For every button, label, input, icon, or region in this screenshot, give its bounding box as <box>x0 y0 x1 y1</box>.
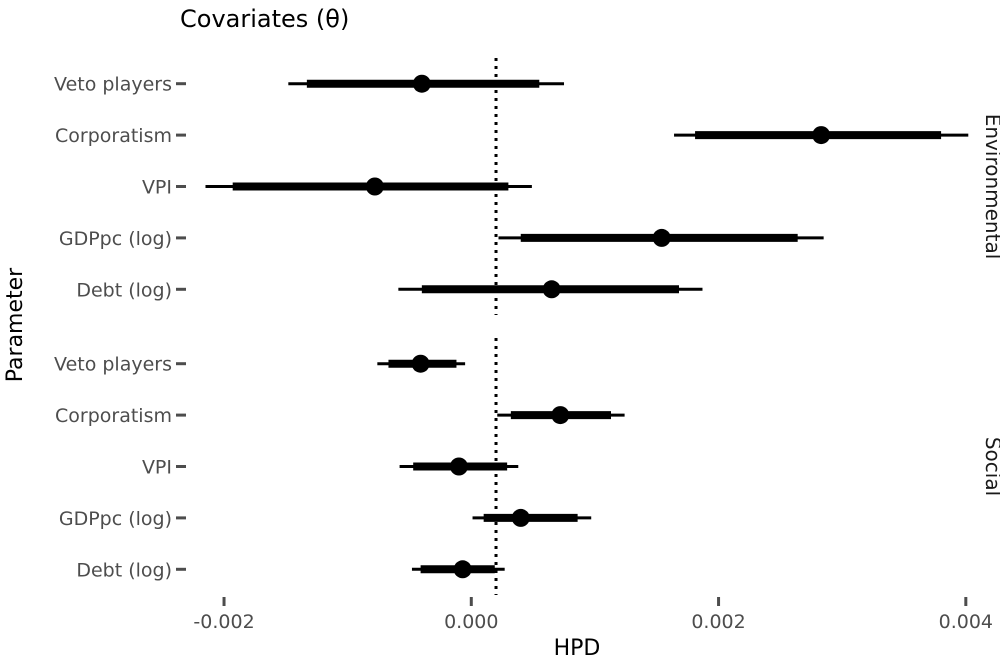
row-1-1: Corporatism <box>55 405 625 427</box>
median-point <box>365 177 384 196</box>
x-axis-title: HPD <box>554 636 601 659</box>
row-1-0: Veto players <box>54 354 466 376</box>
x-axis: -0.002 0.000 0.002 0.004 <box>193 597 993 633</box>
row-1-3: GDPpc (log) <box>59 508 592 530</box>
y-tick-label: GDPpc (log) <box>59 508 172 530</box>
y-tick-label: Debt (log) <box>76 559 172 581</box>
panel-environmental: Environmental Veto players Corporatism VPI G… <box>54 58 1000 315</box>
y-tick-label: VPI <box>142 177 172 199</box>
row-0-1: Corporatism <box>55 125 969 147</box>
median-point <box>652 228 671 247</box>
median-point <box>812 126 831 145</box>
row-0-3: GDPpc (log) <box>59 228 824 250</box>
y-tick-label: Veto players <box>54 354 172 376</box>
median-point <box>511 508 530 527</box>
x-tick-label: 0.000 <box>444 611 498 633</box>
y-axis-title: Parameter <box>3 267 28 382</box>
y-tick-label: Corporatism <box>55 125 172 147</box>
row-0-4: Debt (log) <box>76 279 703 301</box>
y-tick-label: Debt (log) <box>76 279 172 301</box>
median-point <box>551 406 570 425</box>
y-tick-label: Corporatism <box>55 405 172 427</box>
median-point <box>449 457 468 476</box>
median-point <box>411 354 430 373</box>
y-tick-label: VPI <box>142 457 172 479</box>
row-1-4: Debt (log) <box>76 559 505 581</box>
row-0-0: Veto players <box>54 74 565 96</box>
x-tick-label: -0.002 <box>193 611 254 633</box>
median-point <box>453 560 472 579</box>
y-tick-label: GDPpc (log) <box>59 228 172 250</box>
facet-label-environmental: Environmental <box>981 114 1000 260</box>
median-point <box>412 74 431 93</box>
row-0-2: VPI <box>142 177 532 199</box>
row-1-2: VPI <box>142 457 519 479</box>
facet-label-social: Social <box>981 437 1000 496</box>
median-point <box>542 280 561 299</box>
x-tick-label: 0.002 <box>691 611 745 633</box>
x-tick-label: 0.004 <box>939 611 993 633</box>
chart-title: Covariates (θ) <box>180 5 349 33</box>
panel-social: Social Veto players Corporatism VPI GDPpc (l… <box>54 338 1000 595</box>
y-tick-label: Veto players <box>54 74 172 96</box>
panels-layer: Environmental Veto players Corporatism VPI G… <box>54 58 1000 595</box>
